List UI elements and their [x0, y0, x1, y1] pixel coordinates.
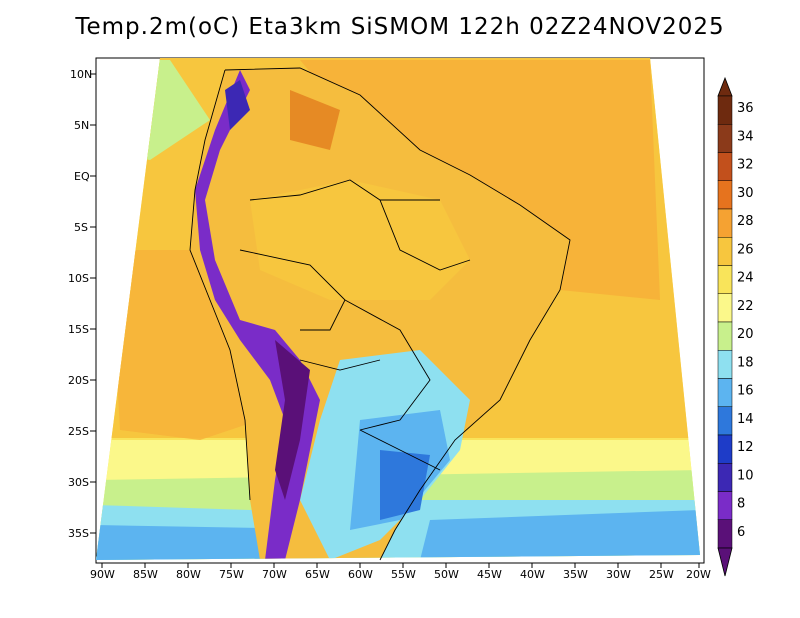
- colorbar-label: 18: [737, 355, 754, 370]
- lat-axis: 10N 5N EQ 5S 10S 15S 20S 25S 30S 35S: [68, 68, 96, 540]
- lon-label: 30W: [606, 568, 631, 581]
- lon-label: 75W: [219, 568, 244, 581]
- lat-label: 5S: [74, 221, 88, 234]
- colorbar-label: 32: [737, 158, 754, 173]
- colorbar-label: 14: [737, 412, 754, 427]
- lon-label: 90W: [90, 568, 115, 581]
- lon-label: 20W: [686, 568, 711, 581]
- lat-label: 15S: [68, 323, 89, 336]
- colorbar-swatch: [717, 491, 733, 520]
- colorbar-swatch: [717, 463, 733, 492]
- colorbar-swatch: [717, 434, 733, 464]
- lon-label: 55W: [391, 568, 416, 581]
- colorbar-label: 12: [737, 440, 754, 455]
- colorbar-label: 28: [737, 214, 754, 229]
- lat-label: 20S: [68, 374, 89, 387]
- lat-label: 35S: [68, 527, 89, 540]
- colorbar-swatch: [717, 208, 733, 238]
- colorbar-swatch: [717, 406, 733, 436]
- colorbar-swatch: [717, 293, 733, 323]
- colorbar-label: 20: [737, 327, 754, 342]
- lon-label: 85W: [133, 568, 158, 581]
- lon-label: 60W: [348, 568, 373, 581]
- lat-label: 5N: [74, 119, 89, 132]
- colorbar-label: 30: [737, 186, 754, 201]
- lon-label: 40W: [520, 568, 545, 581]
- colorbar-swatch: [717, 378, 733, 407]
- colorbar-label: 26: [737, 242, 754, 257]
- lon-label: 65W: [305, 568, 330, 581]
- colorbar-label: 10: [737, 468, 754, 483]
- lat-label: 10N: [70, 68, 92, 81]
- colorbar-swatch: [717, 124, 733, 153]
- lat-label: 25S: [68, 425, 89, 438]
- lon-label: 25W: [649, 568, 674, 581]
- colorbar-label: 16: [737, 384, 754, 399]
- colorbar-swatch: [717, 321, 733, 351]
- colorbar-label: 24: [737, 271, 754, 286]
- lat-label: EQ: [74, 170, 90, 183]
- colorbar-label: 8: [737, 497, 745, 512]
- colorbar-swatch: [717, 350, 733, 379]
- colorbar-swatch: [717, 519, 733, 549]
- colorbar: 36 34 32 30 28 26 24 22 20 18 16 14 12 10 8 6: [717, 76, 754, 577]
- colorbar-label: 22: [737, 299, 754, 314]
- colorbar-label: 6: [737, 525, 745, 540]
- colorbar-label: 36: [737, 101, 754, 116]
- colorbar-swatch: [717, 180, 733, 210]
- lon-axis: 90W 85W 80W 75W 70W 65W 60W 55W 50W 45W …: [90, 563, 711, 581]
- lat-label: 10S: [68, 272, 89, 285]
- country-borders: [189, 67, 571, 561]
- colorbar-swatch: [717, 95, 733, 125]
- lon-label: 35W: [563, 568, 588, 581]
- colorbar-swatch: [717, 265, 733, 294]
- colorbar-label: 34: [737, 129, 754, 144]
- lon-label: 50W: [434, 568, 459, 581]
- lon-label: 45W: [477, 568, 502, 581]
- temperature-field: [96, 58, 700, 560]
- map-title: Temp.2m(oC) Eta3km SiSMOM 122h 02Z24NOV2…: [75, 14, 725, 40]
- lat-label: 30S: [68, 476, 89, 489]
- colorbar-swatch: [717, 152, 733, 181]
- lon-label: 80W: [176, 568, 201, 581]
- colorbar-top-arrow: [717, 76, 733, 97]
- colorbar-swatch: [717, 237, 733, 266]
- lon-label: 70W: [262, 568, 287, 581]
- colorbar-bottom-arrow: [717, 547, 733, 577]
